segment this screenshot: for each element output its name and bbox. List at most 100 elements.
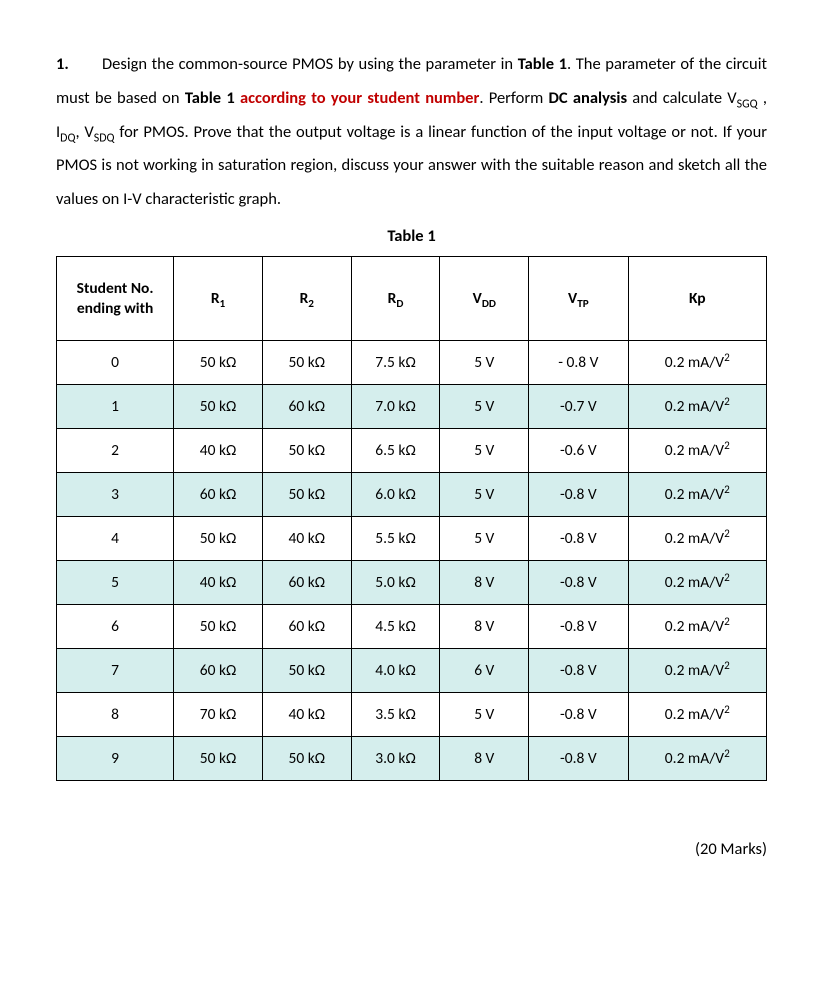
- table-cell: -0.7 V: [529, 385, 628, 429]
- table-cell: 7.5 kΩ: [351, 341, 440, 385]
- table-cell: 8 V: [440, 605, 529, 649]
- table-cell-kp: 0.2 mA/V2: [628, 649, 766, 693]
- table-row: 150 kΩ60 kΩ7.0 kΩ5 V-0.7 V0.2 mA/V2: [57, 385, 767, 429]
- table-cell: 7.0 kΩ: [351, 385, 440, 429]
- table-cell: 60 kΩ: [262, 385, 351, 429]
- table-cell: 40 kΩ: [174, 429, 263, 473]
- table-cell: -0.8 V: [529, 517, 628, 561]
- table-row: 760 kΩ50 kΩ4.0 kΩ6 V-0.8 V0.2 mA/V2: [57, 649, 767, 693]
- table-row: 950 kΩ50 kΩ3.0 kΩ8 V-0.8 V0.2 mA/V2: [57, 737, 767, 781]
- question-paragraph: 1.Design the common-source PMOS by using…: [56, 48, 767, 217]
- table-cell: 5: [57, 561, 174, 605]
- table-cell: -0.8 V: [529, 473, 628, 517]
- table-cell: 8: [57, 693, 174, 737]
- sub-sdq: SDQ: [94, 131, 115, 145]
- table-cell: 50 kΩ: [174, 385, 263, 429]
- header-vtp: VTP: [529, 257, 628, 341]
- table-cell: 9: [57, 737, 174, 781]
- table-row: 050 kΩ50 kΩ7.5 kΩ5 V- 0.8 V0.2 mA/V2: [57, 341, 767, 385]
- table-cell: -0.8 V: [529, 649, 628, 693]
- table-cell: -0.8 V: [529, 605, 628, 649]
- table-cell-kp: 0.2 mA/V2: [628, 341, 766, 385]
- header-r2: R2: [262, 257, 351, 341]
- table-cell: 5 V: [440, 341, 529, 385]
- q-text-4: and calculate V: [627, 88, 737, 108]
- q-text-3: . Perform: [479, 88, 548, 108]
- table-cell: 40 kΩ: [262, 517, 351, 561]
- table-row: 450 kΩ40 kΩ5.5 kΩ5 V-0.8 V0.2 mA/V2: [57, 517, 767, 561]
- table-cell: 40 kΩ: [174, 561, 263, 605]
- table-cell: 3.0 kΩ: [351, 737, 440, 781]
- table-cell: 5.0 kΩ: [351, 561, 440, 605]
- table-cell: 60 kΩ: [262, 561, 351, 605]
- table-cell: 5.5 kΩ: [351, 517, 440, 561]
- table-cell: 5 V: [440, 693, 529, 737]
- table-cell: 2: [57, 429, 174, 473]
- parameter-table: Student No. ending with R1 R2 RD VDD VTP…: [56, 256, 767, 781]
- question-number: 1.: [56, 48, 102, 82]
- table-cell: 6 V: [440, 649, 529, 693]
- header-student-no: Student No. ending with: [57, 257, 174, 341]
- table-row: 540 kΩ60 kΩ5.0 kΩ8 V-0.8 V0.2 mA/V2: [57, 561, 767, 605]
- header-rd: RD: [351, 257, 440, 341]
- table-row: 240 kΩ50 kΩ6.5 kΩ5 V-0.6 V0.2 mA/V2: [57, 429, 767, 473]
- sub-sgq: SGQ: [737, 97, 758, 111]
- table-cell: 5 V: [440, 473, 529, 517]
- table-cell-kp: 0.2 mA/V2: [628, 561, 766, 605]
- table-cell: 50 kΩ: [174, 737, 263, 781]
- sub-dq: DQ: [60, 131, 75, 145]
- header-kp: Kp: [628, 257, 766, 341]
- table-cell: 50 kΩ: [262, 649, 351, 693]
- table-row: 650 kΩ60 kΩ4.5 kΩ8 V-0.8 V0.2 mA/V2: [57, 605, 767, 649]
- q-text-tail: for PMOS. Prove that the output voltage …: [56, 122, 767, 210]
- table-header-row: Student No. ending with R1 R2 RD VDD VTP…: [57, 257, 767, 341]
- table-cell-kp: 0.2 mA/V2: [628, 605, 766, 649]
- table-cell: 6.5 kΩ: [351, 429, 440, 473]
- table-cell: 60 kΩ: [174, 649, 263, 693]
- table-cell: 50 kΩ: [174, 517, 263, 561]
- table-cell-kp: 0.2 mA/V2: [628, 429, 766, 473]
- table-ref-2: Table 1: [185, 88, 235, 108]
- table-cell: - 0.8 V: [529, 341, 628, 385]
- table-cell: 1: [57, 385, 174, 429]
- table-cell-kp: 0.2 mA/V2: [628, 517, 766, 561]
- table-cell: 50 kΩ: [262, 473, 351, 517]
- table-cell: 5 V: [440, 385, 529, 429]
- header-r1: R1: [174, 257, 263, 341]
- table-cell: 50 kΩ: [262, 737, 351, 781]
- table-cell: 50 kΩ: [174, 605, 263, 649]
- marks-label: (20 Marks): [56, 833, 767, 867]
- table-cell: 70 kΩ: [174, 693, 263, 737]
- table-cell: -0.6 V: [529, 429, 628, 473]
- table-cell: 3.5 kΩ: [351, 693, 440, 737]
- table-title: Table 1: [56, 225, 767, 248]
- table-cell: 50 kΩ: [262, 429, 351, 473]
- table-cell: 8 V: [440, 561, 529, 605]
- table-row: 360 kΩ50 kΩ6.0 kΩ5 V-0.8 V0.2 mA/V2: [57, 473, 767, 517]
- table-cell: 50 kΩ: [262, 341, 351, 385]
- table-cell-kp: 0.2 mA/V2: [628, 473, 766, 517]
- table-cell: -0.8 V: [529, 737, 628, 781]
- table-ref-1: Table 1: [518, 54, 567, 74]
- table-cell: 6.0 kΩ: [351, 473, 440, 517]
- table-cell: -0.8 V: [529, 693, 628, 737]
- header-vdd: VDD: [440, 257, 529, 341]
- table-cell: 5 V: [440, 517, 529, 561]
- q-text-1: Design the common-source PMOS by using t…: [102, 54, 518, 74]
- table-cell: 40 kΩ: [262, 693, 351, 737]
- table-cell: 50 kΩ: [174, 341, 263, 385]
- table-cell: 7: [57, 649, 174, 693]
- table-cell: -0.8 V: [529, 561, 628, 605]
- table-cell: 60 kΩ: [174, 473, 263, 517]
- table-cell-kp: 0.2 mA/V2: [628, 693, 766, 737]
- dc-analysis: DC analysis: [549, 88, 628, 108]
- table-cell: 6: [57, 605, 174, 649]
- table-cell: 4.0 kΩ: [351, 649, 440, 693]
- table-cell: 3: [57, 473, 174, 517]
- q-text-6: , V: [75, 122, 93, 142]
- table-cell: 4: [57, 517, 174, 561]
- table-cell: 8 V: [440, 737, 529, 781]
- table-cell-kp: 0.2 mA/V2: [628, 737, 766, 781]
- table-cell-kp: 0.2 mA/V2: [628, 385, 766, 429]
- table-cell: 0: [57, 341, 174, 385]
